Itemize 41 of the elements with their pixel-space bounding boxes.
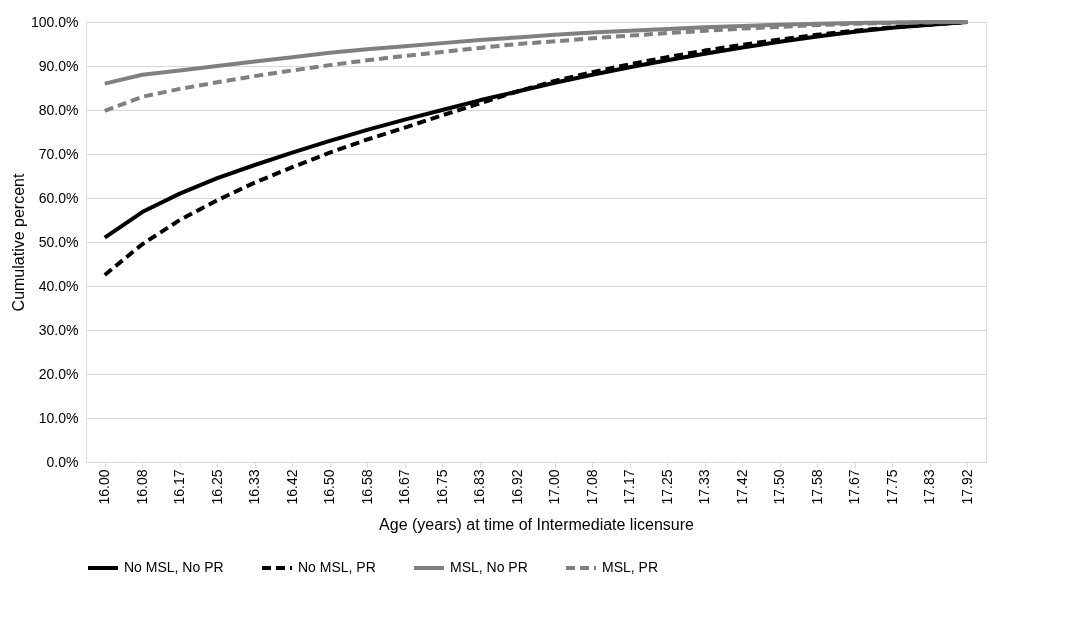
x-tick-label: 17.17 xyxy=(621,469,638,505)
x-tick-label: 17.08 xyxy=(583,469,600,505)
x-tick-label: 17.25 xyxy=(658,469,675,505)
x-tick-label: 16.42 xyxy=(283,469,300,505)
y-axis-title: Cumulative percent xyxy=(10,173,28,312)
x-tick-label: 16.67 xyxy=(396,469,413,505)
y-tick-label: 10.0% xyxy=(38,409,79,426)
legend-label: No MSL, PR xyxy=(298,559,376,575)
y-tick-label: 60.0% xyxy=(38,189,79,206)
x-tick-label: 16.00 xyxy=(96,469,113,505)
x-tick-label: 17.58 xyxy=(808,469,825,505)
x-tick-label: 16.17 xyxy=(171,469,188,505)
x-tick-label: 17.67 xyxy=(846,469,863,505)
x-tick-label: 16.25 xyxy=(208,469,225,505)
y-tick-label: 90.0% xyxy=(38,57,79,74)
x-tick-label: 16.50 xyxy=(321,469,338,505)
x-tick-label: 16.92 xyxy=(508,469,525,505)
x-tick-label: 17.50 xyxy=(771,469,788,505)
legend-label: MSL, PR xyxy=(602,559,659,575)
x-tick-label: 17.92 xyxy=(958,469,975,505)
y-tick-label: 30.0% xyxy=(38,321,79,338)
x-axis-title: Age (years) at time of Intermediate licensure xyxy=(379,515,694,533)
x-tick-label: 16.75 xyxy=(433,469,450,505)
y-tick-label: 70.0% xyxy=(38,145,79,162)
x-tick-label: 17.00 xyxy=(546,469,563,505)
x-tick-label: 16.08 xyxy=(133,469,150,505)
y-tick-label: 0.0% xyxy=(46,453,79,470)
x-tick-label: 16.83 xyxy=(471,469,488,505)
y-tick-label: 50.0% xyxy=(38,233,79,250)
y-tick-label: 40.0% xyxy=(38,277,79,294)
x-tick-label: 17.75 xyxy=(883,469,900,505)
y-tick-label: 100.0% xyxy=(31,13,79,30)
x-tick-label: 17.33 xyxy=(696,469,713,505)
y-tick-label: 80.0% xyxy=(38,101,79,118)
y-tick-label: 20.0% xyxy=(38,365,79,382)
legend-label: MSL, No PR xyxy=(450,559,528,575)
x-tick-label: 17.83 xyxy=(921,469,938,505)
legend-label: No MSL, No PR xyxy=(124,559,224,575)
x-tick-label: 16.33 xyxy=(246,469,263,505)
x-tick-label: 17.42 xyxy=(733,469,750,505)
x-tick-label: 16.58 xyxy=(358,469,375,505)
